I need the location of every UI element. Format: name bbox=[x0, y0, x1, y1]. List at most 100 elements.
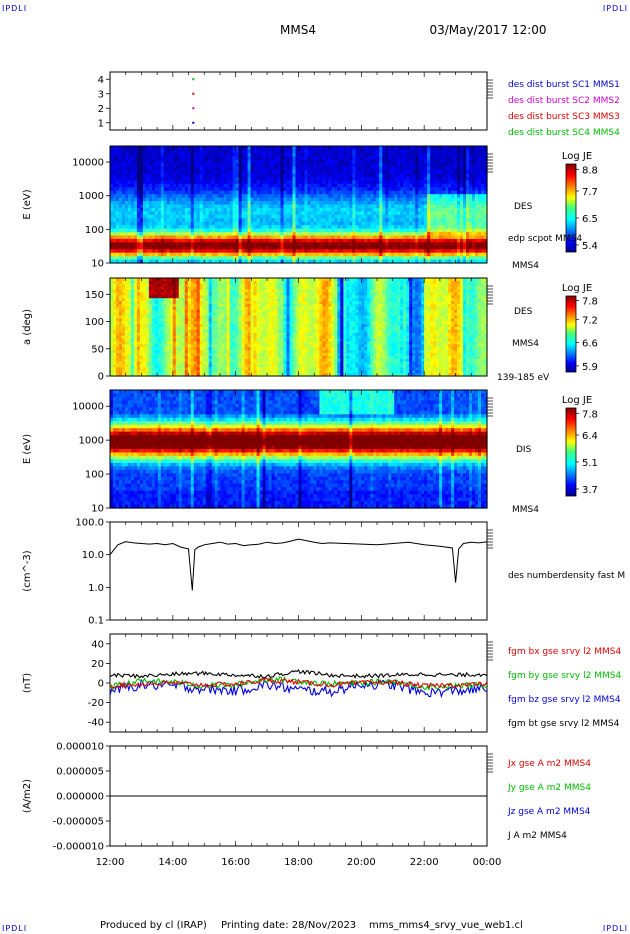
heatmap-cell bbox=[223, 159, 228, 164]
heatmap-cell bbox=[229, 238, 234, 243]
heatmap-cell bbox=[343, 159, 347, 164]
heatmap-cell bbox=[394, 228, 398, 233]
heatmap-cell bbox=[145, 249, 150, 254]
heatmap-cell bbox=[127, 166, 132, 171]
heatmap-cell bbox=[148, 238, 153, 243]
heatmap-cell bbox=[175, 252, 180, 257]
heatmap-cell bbox=[301, 249, 306, 254]
heatmap-cell bbox=[367, 197, 371, 202]
heatmap-cell bbox=[298, 232, 303, 237]
heatmap-cell bbox=[331, 235, 336, 240]
heatmap-cell bbox=[199, 146, 204, 151]
heatmap-cell bbox=[154, 245, 159, 250]
heatmap-cell bbox=[238, 159, 243, 164]
heatmap-cell bbox=[145, 176, 150, 182]
heatmap-cell bbox=[142, 256, 147, 261]
heatmap-cell bbox=[364, 173, 368, 178]
heatmap-cell bbox=[265, 252, 270, 257]
heatmap-cell bbox=[340, 152, 344, 157]
heatmap-cell bbox=[241, 149, 246, 154]
heatmap-cell bbox=[262, 166, 267, 171]
heatmap-cell bbox=[313, 197, 318, 202]
heatmap-cell bbox=[148, 201, 153, 206]
heatmap-cell bbox=[298, 221, 303, 226]
heatmap-cell bbox=[352, 235, 356, 240]
heatmap-cell bbox=[196, 149, 201, 154]
heatmap-cell bbox=[352, 173, 356, 178]
heatmap-cell bbox=[142, 225, 147, 230]
heatmap-cell bbox=[148, 259, 153, 264]
heatmap-cell bbox=[322, 156, 327, 161]
heatmap-cell bbox=[325, 183, 330, 188]
heatmap-cell bbox=[349, 152, 353, 157]
heatmap-cell bbox=[133, 245, 138, 250]
heatmap-cell bbox=[394, 152, 398, 157]
heatmap-cell bbox=[184, 238, 189, 243]
heatmap-cell bbox=[175, 183, 180, 188]
heatmap-cell bbox=[175, 159, 180, 164]
heatmap-cell bbox=[244, 173, 249, 178]
heatmap-cell bbox=[316, 163, 321, 168]
heatmap-cell bbox=[412, 146, 416, 151]
spacecraft-title: MMS4 bbox=[280, 23, 316, 37]
heatmap-cell bbox=[328, 176, 333, 182]
heatmap-cell bbox=[112, 146, 117, 151]
heatmap-cell bbox=[268, 211, 273, 216]
heatmap-cell bbox=[259, 180, 264, 185]
heatmap-cell bbox=[211, 218, 216, 223]
heatmap-cell bbox=[190, 245, 195, 250]
heatmap-cell bbox=[169, 183, 174, 188]
heatmap-cell bbox=[223, 252, 228, 257]
heatmap-cell bbox=[112, 180, 117, 185]
heatmap-cell bbox=[232, 259, 237, 264]
heatmap-cell bbox=[349, 166, 353, 171]
heatmap-cell bbox=[298, 183, 303, 188]
heatmap-cell bbox=[409, 146, 413, 151]
heatmap-cell bbox=[127, 146, 132, 151]
heatmap-cell bbox=[325, 218, 330, 223]
heatmap-cell bbox=[397, 190, 401, 195]
heatmap-cell bbox=[250, 194, 255, 199]
heatmap-cell bbox=[214, 166, 219, 171]
heatmap-cell bbox=[214, 187, 219, 192]
heatmap-cell bbox=[343, 166, 347, 171]
heatmap-cell bbox=[199, 170, 204, 175]
heatmap-cell bbox=[175, 228, 180, 233]
heatmap-cell bbox=[322, 259, 327, 264]
heatmap-cell bbox=[211, 225, 216, 230]
heatmap-cell bbox=[166, 252, 171, 257]
heatmap-cell bbox=[187, 228, 192, 233]
heatmap-cell bbox=[232, 256, 237, 261]
heatmap-cell bbox=[337, 256, 341, 261]
heatmap-cell bbox=[412, 190, 416, 195]
heatmap-cell bbox=[349, 221, 353, 226]
heatmap-cell bbox=[130, 183, 135, 188]
heatmap-cell bbox=[313, 242, 318, 247]
heatmap-cell bbox=[262, 180, 267, 185]
heatmap-cell bbox=[292, 211, 297, 216]
heatmap-cell bbox=[154, 201, 159, 206]
heatmap-cell bbox=[256, 152, 261, 157]
heatmap-cell bbox=[343, 211, 347, 216]
heatmap-cell bbox=[247, 187, 252, 192]
heatmap-cell bbox=[253, 180, 258, 185]
heatmap-cell bbox=[346, 249, 350, 254]
heatmap-cell bbox=[283, 228, 288, 233]
heatmap-cell bbox=[400, 214, 404, 219]
heatmap-cell bbox=[133, 159, 138, 164]
heatmap-cell bbox=[121, 149, 126, 154]
heatmap-cell bbox=[178, 252, 183, 257]
heatmap-cell bbox=[334, 218, 338, 223]
heatmap-cell bbox=[262, 163, 267, 168]
heatmap-cell bbox=[217, 180, 222, 185]
heatmap-cell bbox=[301, 166, 306, 171]
heatmap-cell bbox=[229, 187, 234, 192]
heatmap-cell bbox=[367, 225, 371, 230]
heatmap-cell bbox=[178, 176, 183, 182]
heatmap-cell bbox=[409, 249, 413, 254]
heatmap-cell bbox=[193, 197, 198, 202]
heatmap-cell bbox=[169, 256, 174, 261]
heatmap-cell bbox=[394, 252, 398, 257]
heatmap-cell bbox=[187, 221, 192, 226]
